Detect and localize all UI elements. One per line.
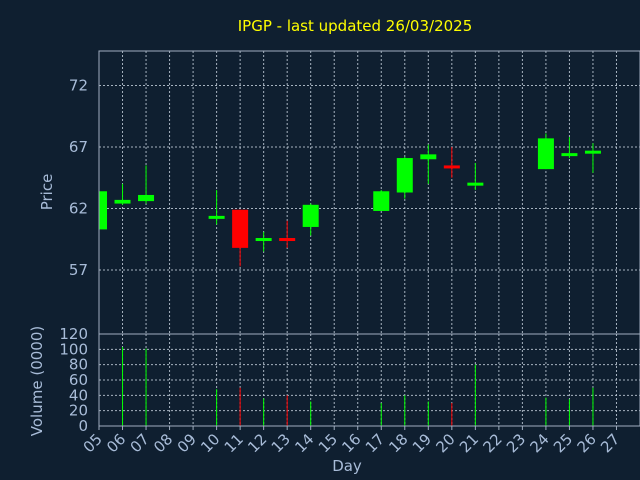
price-tick-label: 57 [69,261,88,279]
x-tick-label: 17 [362,430,388,456]
x-tick-label: 21 [456,430,482,456]
price-panel-frame [98,50,640,335]
x-tick-label: 10 [197,430,223,456]
x-tick-label: 14 [291,430,317,456]
volume-tick-label: 80 [69,356,88,374]
volume-tick-label: 60 [69,371,88,389]
price-tick-label: 62 [69,199,88,217]
x-tick-label: 22 [479,430,505,456]
volume-tick-label: 100 [59,340,88,358]
candle-body [232,209,249,248]
candle-body [255,238,272,242]
price-tick-label: 67 [69,138,88,156]
x-tick-label: 15 [315,430,341,456]
candle-body [420,154,437,160]
volume-axis-label: Volume (0000) [28,326,46,436]
x-tick-label: 07 [127,430,153,456]
candle-body [302,204,319,227]
volume-panel-frame [98,333,640,427]
x-tick-label: 11 [221,430,247,456]
x-tick-label: 25 [550,430,576,456]
volume-tick-label: 0 [78,417,88,435]
candle-body [396,158,413,193]
candle-body [114,199,131,204]
x-tick-label: 09 [174,430,200,456]
candle-body [279,238,296,242]
volume-tick-label: 40 [69,386,88,404]
price-axis-label: Price [38,174,56,211]
x-tick-label: 08 [150,430,176,456]
volume-tick-label: 120 [59,325,88,343]
chart-title: IPGP - last updated 26/03/2025 [238,17,473,35]
candle-body [443,165,460,169]
x-tick-label: 23 [503,430,529,456]
x-axis-label: Day [332,457,362,475]
x-tick-label: 16 [338,430,364,456]
candle-body [467,182,484,186]
x-tick-label: 18 [385,430,411,456]
x-tick-label: 19 [409,430,435,456]
x-tick-label: 06 [103,430,129,456]
x-tick-label: 26 [574,430,600,456]
price-tick-label: 72 [69,76,88,94]
x-tick-label: 27 [597,430,623,456]
candle-body [208,215,225,219]
x-tick-label: 24 [527,430,553,456]
candle-body [537,138,554,170]
candle-body [99,191,107,230]
x-tick-label: 20 [432,430,458,456]
candle-body [138,194,155,202]
candle-body [373,191,390,211]
candle-body [584,150,601,154]
x-tick-label: 13 [268,430,294,456]
x-tick-label: 12 [244,430,270,456]
candle-body [561,153,578,157]
volume-tick-label: 20 [69,402,88,420]
